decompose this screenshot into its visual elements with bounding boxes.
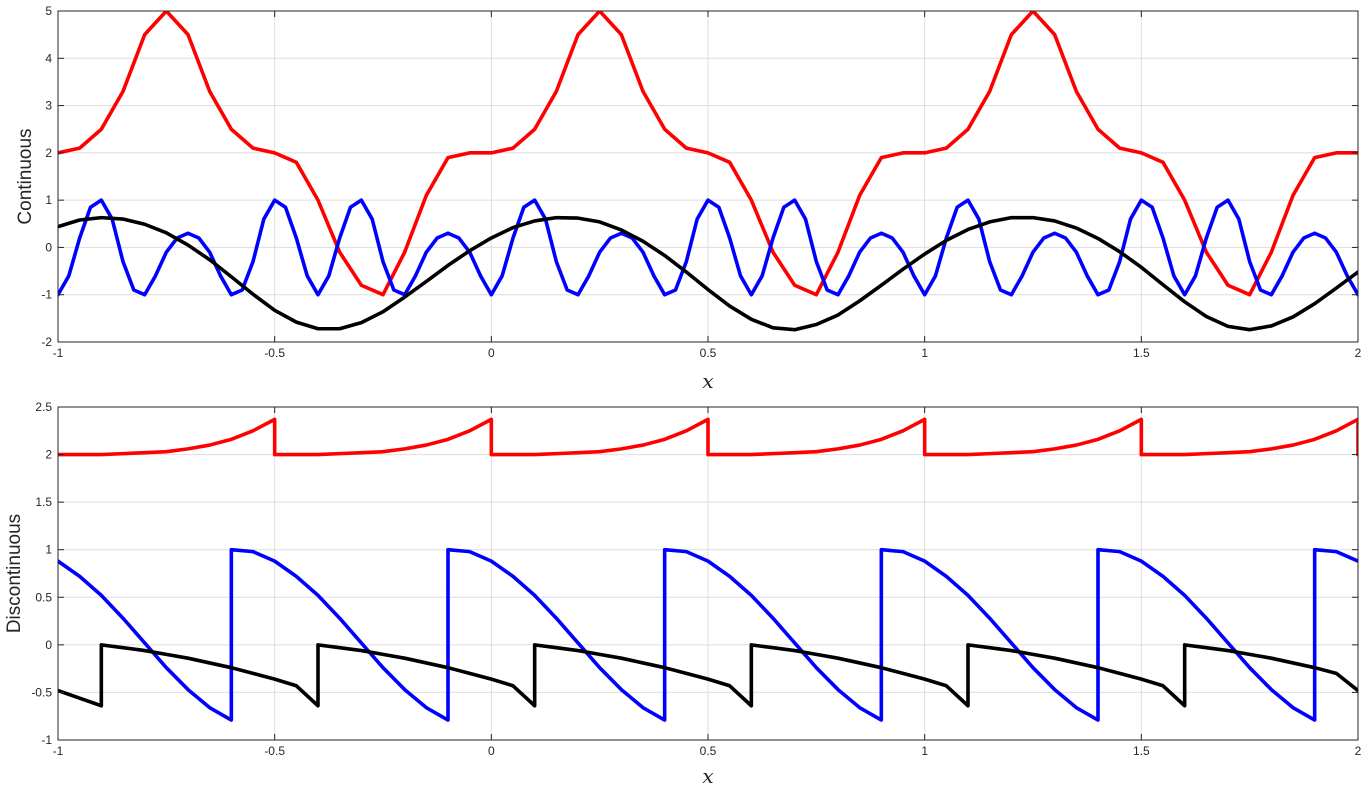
continuous-y-axis-label: Continuous	[15, 128, 36, 224]
discontinuous-y-tick-label: 2.5	[35, 400, 52, 414]
discontinuous-y-axis-label: Discontinuous	[4, 514, 25, 633]
discontinuous-series-red-line	[58, 417, 1358, 457]
continuous-y-tick-label: -2	[41, 335, 52, 349]
discontinuous-y-tick-label: 1.5	[35, 495, 52, 509]
continuous-y-tick-label: -1	[41, 288, 52, 302]
continuous-x-axis-label: x	[702, 369, 713, 393]
discontinuous-y-tick-label: 0	[45, 638, 52, 652]
discontinuous-x-tick-label: -1	[53, 744, 64, 758]
discontinuous-x-axis-label: x	[702, 764, 713, 788]
continuous-x-tick-label: 0.5	[700, 346, 717, 360]
discontinuous-x-tick-label: 1	[921, 744, 928, 758]
discontinuous-x-tick-label: 0	[488, 744, 495, 758]
discontinuous-series-black-line	[58, 643, 1358, 708]
discontinuous-x-tick-label: 2	[1355, 744, 1362, 758]
discontinuous-y-tick-label: 0.5	[35, 590, 52, 604]
discontinuous-x-tick-label: 1.5	[1133, 744, 1150, 758]
discontinuous-y-tick-label: -1	[41, 733, 52, 747]
plot-discontinuous: -1 -0.5 0 0.5 1 1.5 2 -1 -0.5 0 0.5 1 1.5 2 2.5 x Discon…	[4, 400, 1362, 788]
continuous-x-tick-label: 1.5	[1133, 346, 1150, 360]
continuous-series-blue-line	[58, 198, 1358, 297]
continuous-series-black-line	[58, 215, 1358, 332]
continuous-y-tick-label: 3	[45, 99, 52, 113]
discontinuous-series-blue-line	[58, 547, 1358, 722]
continuous-x-tick-label: -1	[53, 346, 64, 360]
discontinuous-y-tick-label: 2	[45, 448, 52, 462]
discontinuous-x-tick-label: 0.5	[700, 744, 717, 758]
continuous-x-tick-label: 2	[1355, 346, 1362, 360]
continuous-y-tick-label: 5	[45, 4, 52, 18]
continuous-series-red-line	[58, 11, 1358, 297]
continuous-x-tick-label: 1	[921, 346, 928, 360]
discontinuous-y-tick-label: 1	[45, 543, 52, 557]
continuous-y-tick-label: 2	[45, 146, 52, 160]
continuous-y-tick-label: 4	[45, 51, 52, 65]
continuous-y-tick-label: 0	[45, 240, 52, 254]
continuous-y-tick-label: 1	[45, 193, 52, 207]
discontinuous-y-tick-label: -0.5	[31, 685, 52, 699]
continuous-x-tick-label: 0	[488, 346, 495, 360]
continuous-x-tick-label: -0.5	[264, 346, 285, 360]
discontinuous-x-tick-label: -0.5	[264, 744, 285, 758]
